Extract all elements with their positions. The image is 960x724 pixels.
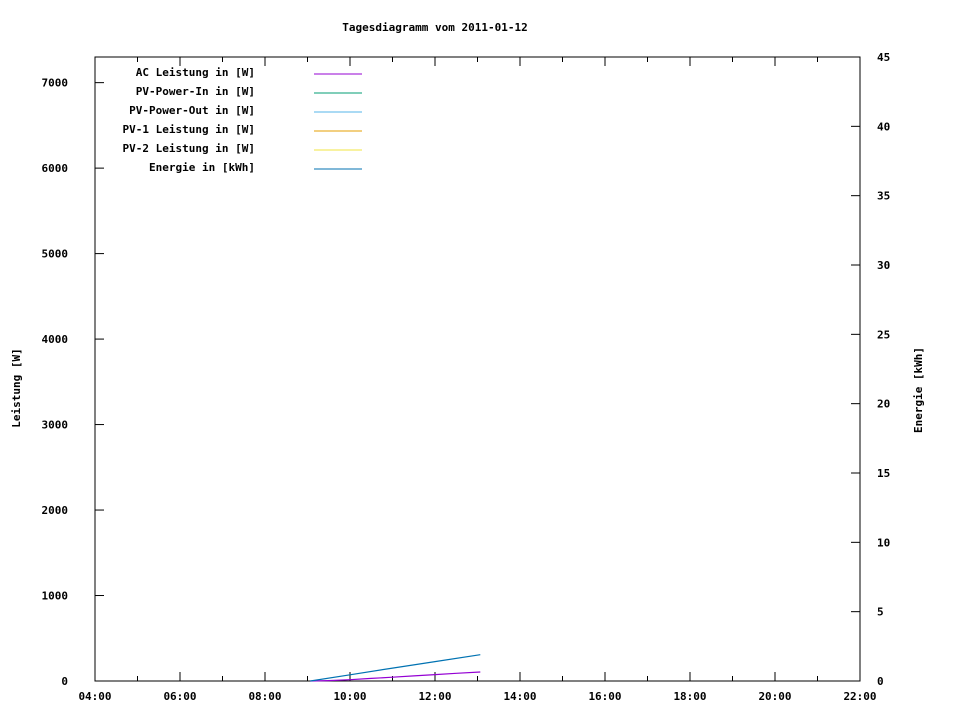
- y-tick-label: 0: [61, 675, 68, 688]
- x-tick-label: 04:00: [78, 690, 111, 703]
- y2-tick-label: 40: [877, 120, 890, 133]
- legend-label: PV-Power-Out in [W]: [129, 104, 255, 117]
- series-line: [310, 654, 481, 682]
- y-tick-label: 5000: [42, 248, 69, 261]
- x-tick-label: 22:00: [843, 690, 876, 703]
- y2-tick-label: 25: [877, 328, 890, 341]
- legend-label: PV-Power-In in [W]: [136, 85, 255, 98]
- y-tick-label: 1000: [42, 590, 69, 603]
- x-tick-label: 20:00: [758, 690, 791, 703]
- x-tick-label: 06:00: [163, 690, 196, 703]
- y2-tick-label: 20: [877, 398, 890, 411]
- y-tick-label: 3000: [42, 419, 69, 432]
- y2-tick-label: 30: [877, 259, 890, 272]
- legend-label: PV-2 Leistung in [W]: [123, 142, 255, 155]
- y-tick-label: 6000: [42, 162, 69, 175]
- y2-axis-label: Energie [kWh]: [912, 347, 925, 433]
- series-line: [310, 671, 481, 682]
- chart-title: Tagesdiagramm vom 2011-01-12: [342, 21, 527, 34]
- legend-label: AC Leistung in [W]: [136, 66, 255, 79]
- y-axis-label: Leistung [W]: [10, 348, 23, 427]
- y2-tick-label: 45: [877, 51, 890, 64]
- legend: AC Leistung in [W] PV-Power-In in [W] PV-P…: [123, 66, 362, 174]
- y2-tick-label: 0: [877, 675, 884, 688]
- legend-label: Energie in [kWh]: [149, 161, 255, 174]
- x-tick-label: 14:00: [503, 690, 536, 703]
- y2-tick-label: 15: [877, 467, 890, 480]
- y-tick-label: 2000: [42, 504, 69, 517]
- x-tick-label: 10:00: [333, 690, 366, 703]
- x-tick-label: 18:00: [673, 690, 706, 703]
- x-tick-label: 16:00: [588, 690, 621, 703]
- x-tick-label: 08:00: [248, 690, 281, 703]
- y2-tick-label: 5: [877, 606, 884, 619]
- y2-tick-label: 35: [877, 190, 890, 203]
- y-tick-label: 7000: [42, 77, 69, 90]
- y2-tick-label: 10: [877, 536, 890, 549]
- y-tick-label: 4000: [42, 333, 69, 346]
- legend-label: PV-1 Leistung in [W]: [123, 123, 255, 136]
- x-tick-label: 12:00: [418, 690, 451, 703]
